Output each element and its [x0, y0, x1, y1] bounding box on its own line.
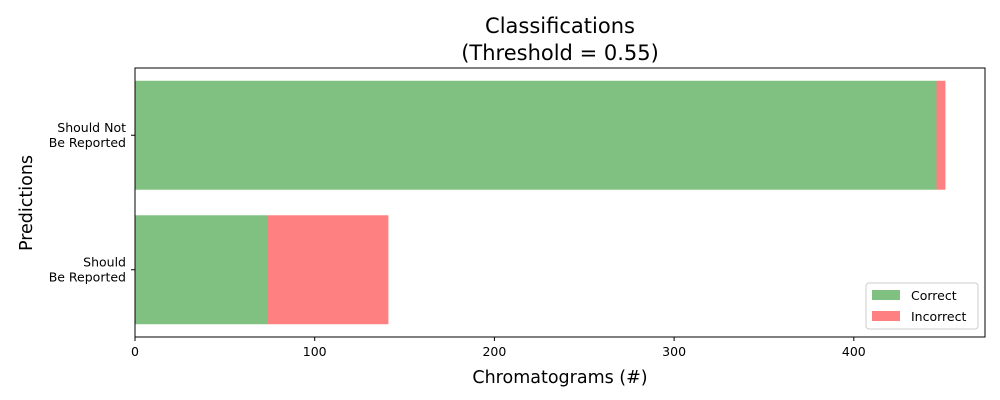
- chart-title: Classifications (Threshold = 0.55): [461, 14, 659, 65]
- legend-swatch-correct: [872, 290, 900, 300]
- legend-label-correct: Correct: [911, 288, 957, 303]
- chart-title-line-1: Classifications: [485, 14, 635, 38]
- legend-label-incorrect: Incorrect: [911, 309, 966, 324]
- x-axis-label: Chromatograms (#): [472, 368, 647, 388]
- bars-group: [135, 80, 946, 325]
- x-tick-label: 200: [482, 344, 506, 359]
- y-tick-label: Be Reported: [49, 269, 126, 284]
- plot-frame: [134, 67, 986, 338]
- x-tick-label: 0: [131, 344, 139, 359]
- x-tick-label: 400: [842, 344, 866, 359]
- y-tick-label: Should Not: [57, 120, 126, 135]
- x-axis-ticks: 0 100 200 300 400: [131, 337, 866, 359]
- x-tick-label: 300: [662, 344, 686, 359]
- legend: Correct Incorrect: [865, 282, 979, 330]
- y-tick-label: Be Reported: [49, 135, 126, 150]
- legend-swatch-incorrect: [872, 311, 900, 321]
- y-tick-label: Should: [83, 254, 126, 269]
- bar-correct-should-not-be-reported: [135, 80, 937, 190]
- y-axis-label: Predictions: [17, 155, 37, 251]
- bar-incorrect-should-not-be-reported: [936, 80, 946, 190]
- bar-incorrect-should-be-reported: [267, 215, 389, 325]
- bar-correct-should-be-reported: [135, 215, 268, 325]
- x-tick-label: 100: [303, 344, 327, 359]
- chart-title-line-2: (Threshold = 0.55): [461, 41, 659, 65]
